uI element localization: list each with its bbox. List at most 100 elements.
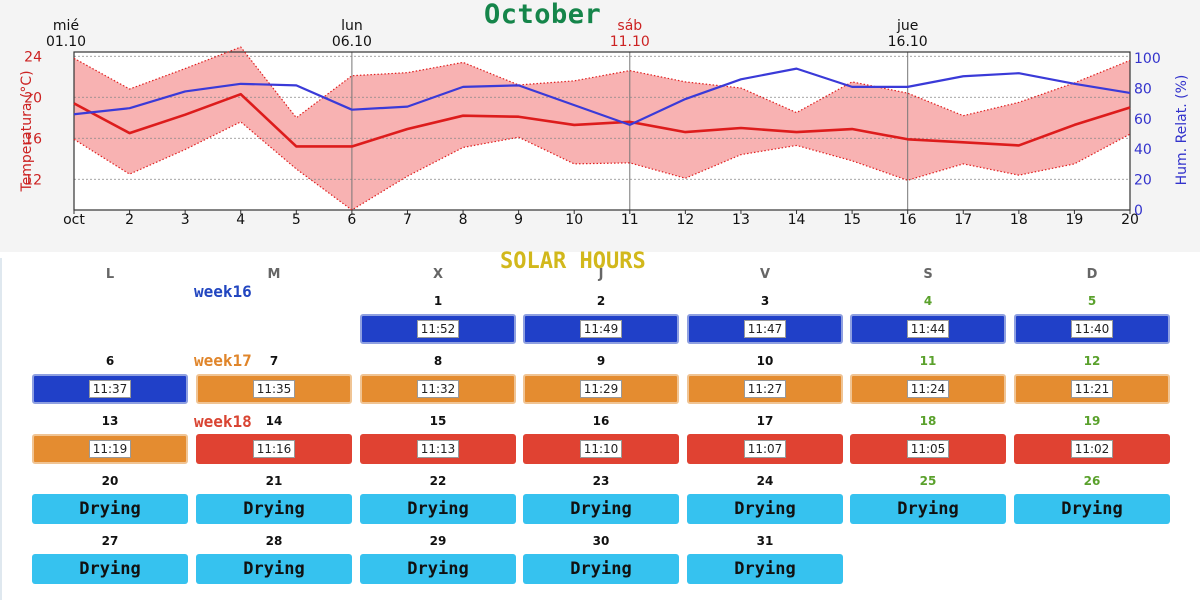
drying-label: Drying	[243, 559, 305, 579]
solar-time-value: 11:13	[416, 440, 460, 458]
drying-label: Drying	[570, 499, 632, 519]
x-tick-label: 14	[788, 212, 806, 228]
top-date-label: 06.10	[332, 34, 372, 50]
drying-label: Drying	[243, 499, 305, 519]
day-of-week-header: X	[432, 267, 444, 282]
day-number: 30	[592, 534, 610, 548]
x-tick-label: 18	[1010, 212, 1028, 228]
solar-time-value: 11:10	[579, 440, 623, 458]
solar-time-value: 11:52	[416, 320, 460, 338]
day-of-week-header: M	[267, 267, 281, 282]
solar-day-cell: 11:32	[360, 374, 516, 404]
day-number: 31	[756, 534, 774, 548]
solar-time-value: 11:16	[252, 440, 296, 458]
day-number: 6	[105, 354, 115, 368]
solar-day-cell: 11:21	[1014, 374, 1170, 404]
x-tick-label: 4	[236, 212, 245, 228]
solar-day-cell: 11:29	[523, 374, 679, 404]
y2-tick-label: 100	[1134, 51, 1161, 67]
day-number: 13	[101, 414, 119, 428]
day-number: 24	[756, 474, 774, 488]
solar-day-cell: 11:27	[687, 374, 843, 404]
solar-day-cell: 11:40	[1014, 314, 1170, 344]
solar-day-cell: 11:13	[360, 434, 516, 464]
x-tick-label: 11	[621, 212, 639, 228]
solar-day-cell: 11:24	[850, 374, 1006, 404]
series-humidity-line	[73, 67, 1131, 126]
top-date-label: 16.10	[888, 34, 928, 50]
drying-label: Drying	[79, 499, 141, 519]
day-number: 27	[101, 534, 119, 548]
solar-day-cell: Drying	[196, 494, 352, 524]
solar-day-cell: 11:52	[360, 314, 516, 344]
drying-label: Drying	[734, 559, 796, 579]
day-number: 23	[592, 474, 610, 488]
x-tick-label: 17	[954, 212, 972, 228]
solar-day-cell: Drying	[32, 554, 188, 584]
x-tick-label: oct	[63, 212, 85, 228]
solar-day-cell: Drying	[523, 494, 679, 524]
y2-tick-label: 20	[1134, 173, 1152, 189]
x-tick-label: 12	[676, 212, 694, 228]
day-of-week-header: J	[598, 267, 604, 282]
day-of-week-header: L	[105, 267, 115, 282]
solar-day-cell: Drying	[196, 554, 352, 584]
drying-label: Drying	[897, 499, 959, 519]
solar-day-cell: 11:19	[32, 434, 188, 464]
solar-time-value: 11:40	[1070, 320, 1114, 338]
solar-time-value: 11:21	[1070, 380, 1114, 398]
plot-frame	[73, 51, 1131, 211]
day-number: 5	[1087, 294, 1097, 308]
week-label: week17	[194, 351, 252, 370]
drying-label: Drying	[407, 559, 469, 579]
solar-time-value: 11:24	[906, 380, 950, 398]
solar-time-value: 11:02	[1070, 440, 1114, 458]
y-tick-label: 16	[24, 131, 42, 147]
day-of-week-header: D	[1086, 267, 1098, 282]
solar-day-cell: 11:07	[687, 434, 843, 464]
day-number: 25	[919, 474, 937, 488]
y2-tick-label: 80	[1134, 81, 1152, 97]
solar-time-value: 11:37	[88, 380, 132, 398]
top-date-label: 01.10	[46, 34, 86, 50]
series-temp-max-line	[73, 46, 1131, 119]
y2-tick-label: 0	[1134, 203, 1143, 219]
x-tick-label: 6	[347, 212, 356, 228]
top-date-day: jue	[896, 18, 918, 34]
solar-time-value: 11:35	[252, 380, 296, 398]
solar-day-cell: 11:47	[687, 314, 843, 344]
drying-label: Drying	[79, 559, 141, 579]
day-number: 19	[1083, 414, 1101, 428]
drying-label: Drying	[570, 559, 632, 579]
y-tick-label: 12	[24, 172, 42, 188]
day-number: 28	[265, 534, 283, 548]
solar-day-cell: Drying	[687, 494, 843, 524]
day-number: 12	[1083, 354, 1101, 368]
day-number: 16	[592, 414, 610, 428]
y-tick-label: 24	[24, 49, 42, 65]
day-number: 17	[756, 414, 774, 428]
solar-time-value: 11:47	[743, 320, 787, 338]
week-label: week18	[194, 412, 252, 431]
solar-time-value: 11:49	[579, 320, 623, 338]
solar-time-value: 11:27	[743, 380, 787, 398]
x-tick-label: 10	[565, 212, 583, 228]
solar-day-cell: 11:49	[523, 314, 679, 344]
drying-label: Drying	[1061, 499, 1123, 519]
drying-label: Drying	[734, 499, 796, 519]
solar-day-cell: 11:10	[523, 434, 679, 464]
solar-day-cell: Drying	[523, 554, 679, 584]
x-tick-label: 8	[459, 212, 468, 228]
solar-time-value: 11:29	[579, 380, 623, 398]
y2-tick-label: 40	[1134, 142, 1152, 158]
solar-day-cell: Drying	[850, 494, 1006, 524]
series-temp-min-line	[73, 121, 1131, 211]
x-tick-label: 20	[1121, 212, 1139, 228]
day-number: 4	[923, 294, 933, 308]
day-of-week-header: S	[923, 267, 933, 282]
top-date-day: sáb	[617, 18, 642, 34]
day-number: 9	[596, 354, 606, 368]
solar-time-value: 11:19	[88, 440, 132, 458]
weather-chart: oct 2 3 4 5 6 7 8 9 10 11 12 13 14 15 16 17 18 19 20 12 16 20 2…	[19, 18, 1190, 228]
x-tick-label: 19	[1066, 212, 1084, 228]
